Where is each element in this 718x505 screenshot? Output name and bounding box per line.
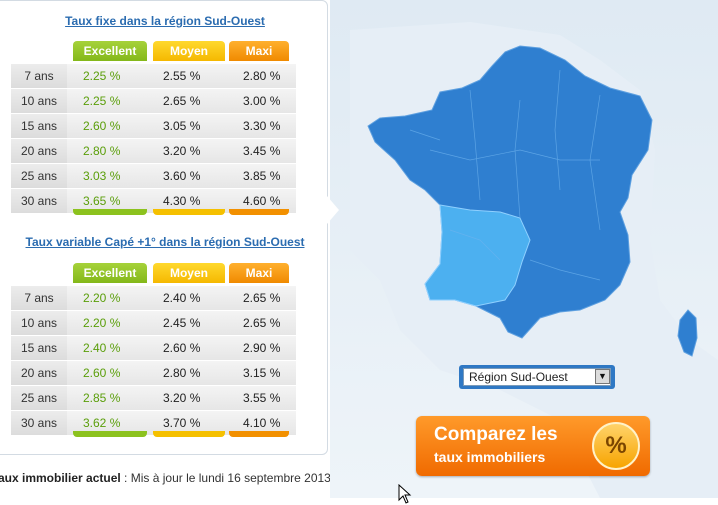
update-label: aux immobilier actuel <box>0 471 121 485</box>
compare-rates-button[interactable]: Comparez les taux immobiliers % <box>416 416 650 476</box>
maxi-rate: 3.55 % <box>243 391 281 405</box>
moyen-rate: 3.70 % <box>163 416 201 430</box>
variable-footer-maxi <box>229 431 289 437</box>
fixed-rate-table: 7 ans 2.25 % 2.55 % 2.80 % 10 ans 2.25 % 2.65… <box>11 63 296 213</box>
duration-cell: 10 ans <box>11 89 67 113</box>
duration-cell: 7 ans <box>11 286 67 310</box>
excellent-rate: 3.03 % <box>83 169 121 183</box>
moyen-rate: 2.80 % <box>163 366 201 380</box>
maxi-rate: 2.80 % <box>243 69 281 83</box>
excellent-rate: 2.25 % <box>83 69 121 83</box>
maxi-rate: 3.00 % <box>243 94 281 108</box>
excellent-rate: 2.60 % <box>83 366 121 380</box>
moyen-rate: 2.55 % <box>163 69 201 83</box>
variable-rate-table: 7 ans 2.20 % 2.40 % 2.65 % 10 ans 2.20 % 2.45… <box>11 285 296 435</box>
moyen-rate: 3.60 % <box>163 169 201 183</box>
table-row: 25 ans 2.85 % 3.20 % 3.55 % <box>11 385 296 410</box>
table-row: 15 ans 2.60 % 3.05 % 3.30 % <box>11 113 296 138</box>
duration-cell: 15 ans <box>11 336 67 360</box>
maxi-rate: 2.90 % <box>243 341 281 355</box>
excellent-rate: 2.25 % <box>83 94 121 108</box>
duration-cell: 30 ans <box>11 189 67 213</box>
variable-rate-title-link[interactable]: Taux variable Capé +1° dans la région Su… <box>25 235 305 249</box>
excellent-rate: 2.40 % <box>83 341 121 355</box>
moyen-rate: 3.20 % <box>163 391 201 405</box>
department-borders <box>409 69 601 281</box>
fixed-header-moyen: Moyen <box>153 41 225 61</box>
update-date: : Mis à jour le lundi 16 septembre 2013 <box>120 471 331 485</box>
mouse-cursor-icon <box>398 484 412 504</box>
panel-pointer <box>327 196 339 224</box>
duration-cell: 30 ans <box>11 411 67 435</box>
duration-cell: 20 ans <box>11 139 67 163</box>
region-select[interactable]: Région Sud-Ouest ▼ <box>459 365 615 389</box>
france-territory[interactable] <box>367 45 653 339</box>
moyen-rate: 3.20 % <box>163 144 201 158</box>
cta-line2: taux immobiliers <box>434 449 546 465</box>
fixed-footer-excellent <box>73 209 147 215</box>
moyen-rate: 2.60 % <box>163 341 201 355</box>
fixed-header-maxi: Maxi <box>229 41 289 61</box>
fixed-footer-moyen <box>153 209 225 215</box>
table-row: 20 ans 2.80 % 3.20 % 3.45 % <box>11 138 296 163</box>
chevron-down-icon[interactable]: ▼ <box>595 369 610 384</box>
maxi-rate: 3.15 % <box>243 366 281 380</box>
excellent-rate: 2.60 % <box>83 119 121 133</box>
fixed-rate-title-link[interactable]: Taux fixe dans la région Sud-Ouest <box>65 14 265 28</box>
maxi-rate: 4.60 % <box>243 194 281 208</box>
table-row: 7 ans 2.20 % 2.40 % 2.65 % <box>11 285 296 310</box>
maxi-rate: 2.65 % <box>243 316 281 330</box>
duration-cell: 10 ans <box>11 311 67 335</box>
cta-line1: Comparez les <box>434 424 558 445</box>
moyen-rate: 2.65 % <box>163 94 201 108</box>
duration-cell: 15 ans <box>11 114 67 138</box>
maxi-rate: 3.30 % <box>243 119 281 133</box>
table-row: 25 ans 3.03 % 3.60 % 3.85 % <box>11 163 296 188</box>
table-row: 20 ans 2.60 % 2.80 % 3.15 % <box>11 360 296 385</box>
variable-footer-moyen <box>153 431 225 437</box>
excellent-rate: 2.20 % <box>83 291 121 305</box>
table-row: 15 ans 2.40 % 2.60 % 2.90 % <box>11 335 296 360</box>
fixed-footer-maxi <box>229 209 289 215</box>
variable-header-maxi: Maxi <box>229 263 289 283</box>
table-row: 10 ans 2.25 % 2.65 % 3.00 % <box>11 88 296 113</box>
excellent-rate: 2.85 % <box>83 391 121 405</box>
table-row: 30 ans 3.65 % 4.30 % 4.60 % <box>11 188 296 213</box>
excellent-rate: 2.20 % <box>83 316 121 330</box>
variable-header-excellent: Excellent <box>73 263 147 283</box>
excellent-rate: 3.62 % <box>83 416 121 430</box>
maxi-rate: 4.10 % <box>243 416 281 430</box>
maxi-rate: 2.65 % <box>243 291 281 305</box>
corsica-island[interactable] <box>677 309 698 357</box>
duration-cell: 25 ans <box>11 164 67 188</box>
excellent-rate: 3.65 % <box>83 194 121 208</box>
maxi-rate: 3.45 % <box>243 144 281 158</box>
percent-icon: % <box>592 422 640 470</box>
fixed-header-excellent: Excellent <box>73 41 147 61</box>
excellent-rate: 2.80 % <box>83 144 121 158</box>
moyen-rate: 2.45 % <box>163 316 201 330</box>
duration-cell: 25 ans <box>11 386 67 410</box>
maxi-rate: 3.85 % <box>243 169 281 183</box>
moyen-rate: 4.30 % <box>163 194 201 208</box>
duration-cell: 7 ans <box>11 64 67 88</box>
variable-footer-excellent <box>73 431 147 437</box>
variable-header-moyen: Moyen <box>153 263 225 283</box>
region-select-value[interactable]: Région Sud-Ouest <box>463 368 611 386</box>
moyen-rate: 2.40 % <box>163 291 201 305</box>
table-row: 10 ans 2.20 % 2.45 % 2.65 % <box>11 310 296 335</box>
duration-cell: 20 ans <box>11 361 67 385</box>
table-row: 7 ans 2.25 % 2.55 % 2.80 % <box>11 63 296 88</box>
table-row: 30 ans 3.62 % 3.70 % 4.10 % <box>11 410 296 435</box>
update-notice: aux immobilier actuel : Mis à jour le lu… <box>0 471 331 485</box>
moyen-rate: 3.05 % <box>163 119 201 133</box>
